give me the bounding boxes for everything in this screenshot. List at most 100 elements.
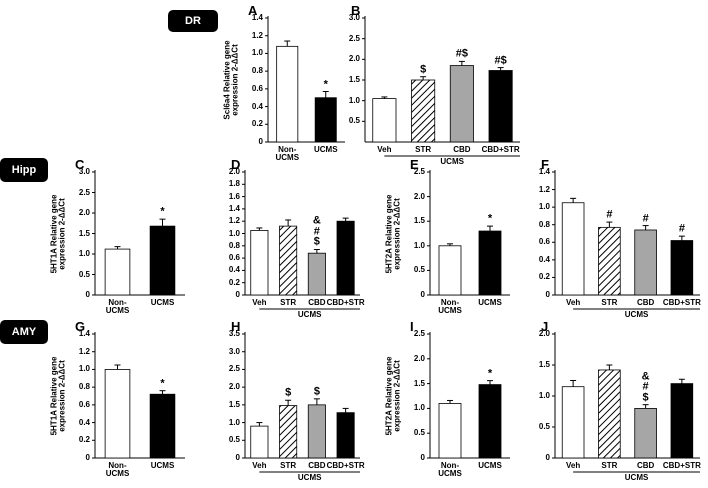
y-tick-label: 1.0 [228,417,240,427]
bar [561,386,585,459]
y-tick-label: 2.0 [228,381,240,391]
group-label: UCMS [624,310,649,319]
y-tick-label: 1.2 [538,184,550,194]
bar [478,384,502,459]
y-tick-label: 2.5 [228,364,240,374]
bar [438,403,462,459]
bar [104,248,131,296]
significance-mark: & # $ [641,370,650,404]
significance-mark: # [678,222,685,235]
y-tick-label: 0.8 [228,240,240,250]
y-tick-label: 1.0 [251,48,263,58]
bar [149,225,176,296]
bar [104,369,131,459]
y-tick-label: 0.4 [538,254,550,264]
y-tick-label: 1.5 [348,74,360,84]
x-tick-label: STR [601,298,618,307]
y-tick-label: 1.5 [538,359,550,369]
x-tick-label: STR [415,145,432,154]
x-tick-label: CBD+STR [662,461,701,470]
y-tick-label: 0.5 [228,435,240,445]
y-tick-label: 1.8 [228,179,240,189]
bar [478,230,502,296]
bar [670,240,694,296]
bar [411,79,436,143]
y-tick-label: 2.5 [78,187,90,197]
significance-mark: * [160,377,165,390]
y-tick-label: 3.0 [348,12,360,22]
y-tick-label: 1.5 [413,378,425,388]
y-tick-label: 1.0 [78,248,90,258]
y-tick-label: 0.6 [78,399,90,409]
y-tick-label: 0.2 [538,272,550,282]
group-label: UCMS [297,310,322,319]
panel-letter: B [351,3,361,18]
bar [279,225,298,296]
y-tick-label: 0.6 [228,252,240,262]
x-tick-label: CBD [308,298,326,307]
y-tick-label: 2.0 [413,353,425,363]
panel-letter: J [541,319,549,334]
y-axis-label: Scl6a4 Relative gene expression 2-ΔΔCt [222,40,240,120]
significance-mark: # [606,208,613,221]
y-tick-label: 1.5 [413,215,425,225]
x-tick-label: Veh [566,298,581,307]
x-tick-label: CBD [308,461,326,470]
panel-letter: D [231,157,241,172]
y-tick-label: 0.5 [413,265,425,275]
group-label: UCMS [440,157,464,166]
y-tick-label: 1.6 [228,191,240,201]
x-tick-label: UCMS [150,461,175,470]
significance-mark: $ [313,385,320,398]
group-label: UCMS [624,473,649,482]
y-tick-label: 0 [545,452,550,462]
bar [276,45,299,143]
y-tick-label: 0.2 [228,277,240,287]
bar [372,98,397,143]
y-tick-label: 2.0 [538,328,550,338]
bar [250,230,269,296]
significance-mark: * [487,367,493,380]
significance-mark: $ [285,386,292,399]
y-tick-label: 0.2 [251,119,263,129]
bar [598,369,621,459]
y-tick-label: 0.5 [538,421,550,431]
x-tick-label: CBD+STR [326,461,365,470]
x-tick-label: STR [280,298,297,307]
x-tick-label: Veh [252,461,267,470]
significance-mark: * [487,212,493,225]
x-tick-label: Veh [252,298,267,307]
x-tick-label: CBD [636,298,655,307]
y-tick-label: 1.4 [78,328,90,338]
y-tick-label: 1.4 [251,12,263,22]
y-tick-label: 1.0 [78,364,90,374]
x-tick-label: CBD+STR [481,145,520,154]
y-tick-label: 1.4 [538,166,550,176]
panel-letter: G [75,319,86,334]
y-tick-label: 0.4 [228,265,240,275]
y-tick-label: 1.0 [538,390,550,400]
panel-letter: C [75,157,85,172]
bar [598,226,621,296]
significance-mark: #$ [455,47,468,60]
y-tick-label: 2.0 [228,166,240,176]
x-tick-label: Non- UCMS [105,461,130,479]
y-tick-label: 0 [85,452,90,462]
y-tick-label: 0.8 [251,65,263,75]
y-tick-label: 1.0 [413,403,425,413]
x-tick-label: UCMS [150,298,175,307]
y-tick-label: 0 [545,289,550,299]
y-tick-label: 2.0 [413,191,425,201]
bar [634,229,657,296]
panel-letter: A [248,3,258,18]
significance-mark: # [642,212,649,225]
y-tick-label: 3.0 [228,346,240,356]
bar [670,383,694,459]
y-axis-label: 5HT2A Relative gene expression 2-ΔΔCt [384,194,402,273]
x-tick-label: CBD+STR [326,298,365,307]
region-label: Hipp [0,158,48,182]
significance-mark: * [160,205,165,218]
y-tick-label: 0.8 [78,381,90,391]
